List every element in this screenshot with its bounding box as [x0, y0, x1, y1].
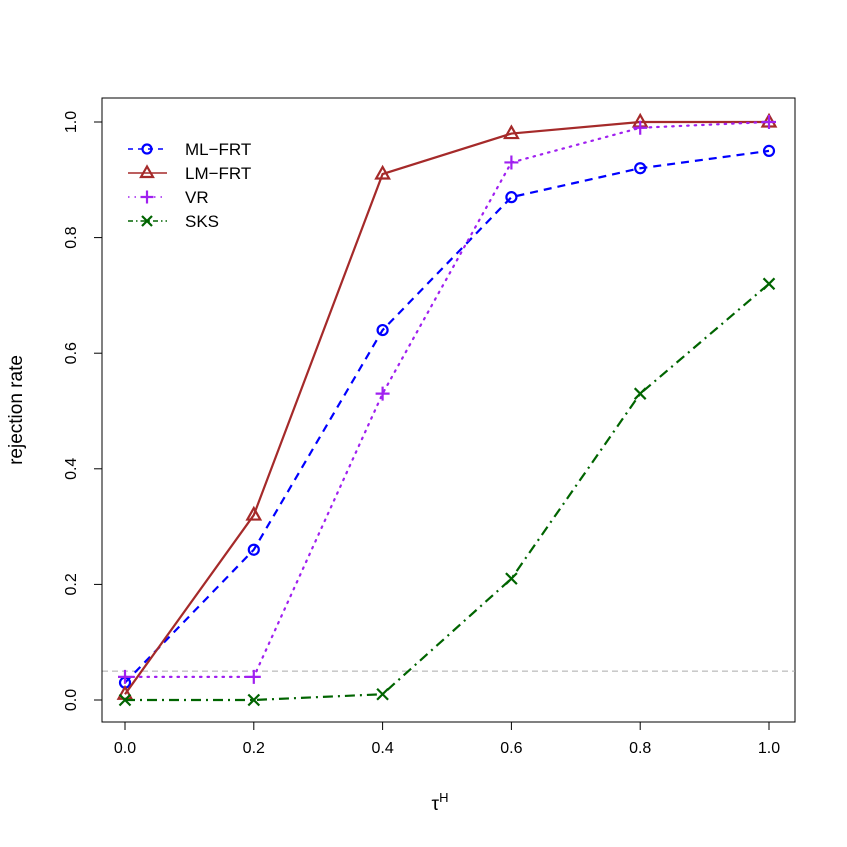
- series-line: [124, 120, 769, 695]
- legend-item: ML−FRT: [128, 140, 251, 159]
- triangle-marker-icon: [374, 164, 391, 180]
- plus-marker-icon: [504, 155, 519, 170]
- plus-marker-icon: [140, 190, 154, 204]
- y-tick-label: 1.0: [63, 111, 80, 133]
- y-axis: 0.0 0.2 0.4 0.6 0.8 1.0: [63, 111, 103, 711]
- plus-marker-icon: [762, 115, 776, 129]
- y-tick-label: 0.0: [63, 689, 80, 711]
- circle-marker-icon: [141, 143, 153, 155]
- x-marker-icon: [762, 277, 776, 291]
- plus-marker-icon: [118, 669, 132, 684]
- x-marker-icon: [633, 387, 647, 400]
- y-tick-label: 0.8: [63, 226, 80, 248]
- series-group: [116, 112, 778, 707]
- circle-marker-icon: [376, 323, 389, 337]
- series-lmfrt: [116, 112, 778, 700]
- x-tick-label: 1.0: [758, 740, 780, 757]
- circle-marker-icon: [505, 191, 518, 204]
- series-line: [123, 120, 771, 678]
- triangle-marker-icon: [245, 505, 263, 521]
- plus-marker-icon: [633, 120, 648, 135]
- triangle-marker-icon: [503, 124, 520, 140]
- x-tick-label: 0.2: [243, 740, 265, 757]
- x-marker-icon: [505, 572, 518, 585]
- plus-marker-icon: [246, 669, 261, 684]
- legend-label: SKS: [185, 212, 219, 231]
- series-sks: [118, 277, 776, 707]
- y-tick-label: 0.6: [63, 342, 80, 364]
- y-axis-title: rejection rate: [6, 355, 27, 465]
- legend-item: VR: [128, 188, 209, 207]
- circle-marker-icon: [762, 144, 776, 157]
- legend-item: SKS: [128, 212, 219, 231]
- series-vr: [118, 115, 776, 684]
- x-tick-label: 0.6: [500, 740, 522, 757]
- circle-marker-icon: [634, 162, 647, 175]
- y-tick-label: 0.2: [63, 573, 80, 595]
- legend-item: LM−FRT: [128, 164, 251, 183]
- x-marker-icon: [247, 693, 261, 707]
- x-marker-icon: [118, 693, 132, 707]
- x-axis-title: τH: [432, 790, 449, 815]
- x-axis: 0.0 0.2 0.4 0.6 0.8 1.0: [114, 721, 780, 757]
- series-line: [124, 149, 770, 684]
- legend-label: VR: [185, 188, 209, 207]
- x-marker-icon: [141, 215, 153, 227]
- x-tick-label: 0.8: [629, 740, 651, 757]
- legend-label: ML−FRT: [185, 140, 251, 159]
- x-tick-label: 0.0: [114, 740, 136, 757]
- legend: ML−FRT LM−FRT VR SKS: [128, 140, 251, 231]
- x-marker-icon: [376, 687, 389, 701]
- x-tick-label: 0.4: [371, 740, 393, 757]
- triangle-marker-icon: [139, 164, 155, 179]
- y-tick-label: 0.4: [63, 458, 80, 480]
- legend-label: LM−FRT: [185, 164, 251, 183]
- x-axis-title-main: τ: [432, 794, 440, 815]
- x-axis-title-sup: H: [439, 790, 448, 805]
- series-line: [125, 283, 770, 702]
- circle-marker-icon: [247, 543, 260, 556]
- plus-marker-icon: [375, 386, 390, 401]
